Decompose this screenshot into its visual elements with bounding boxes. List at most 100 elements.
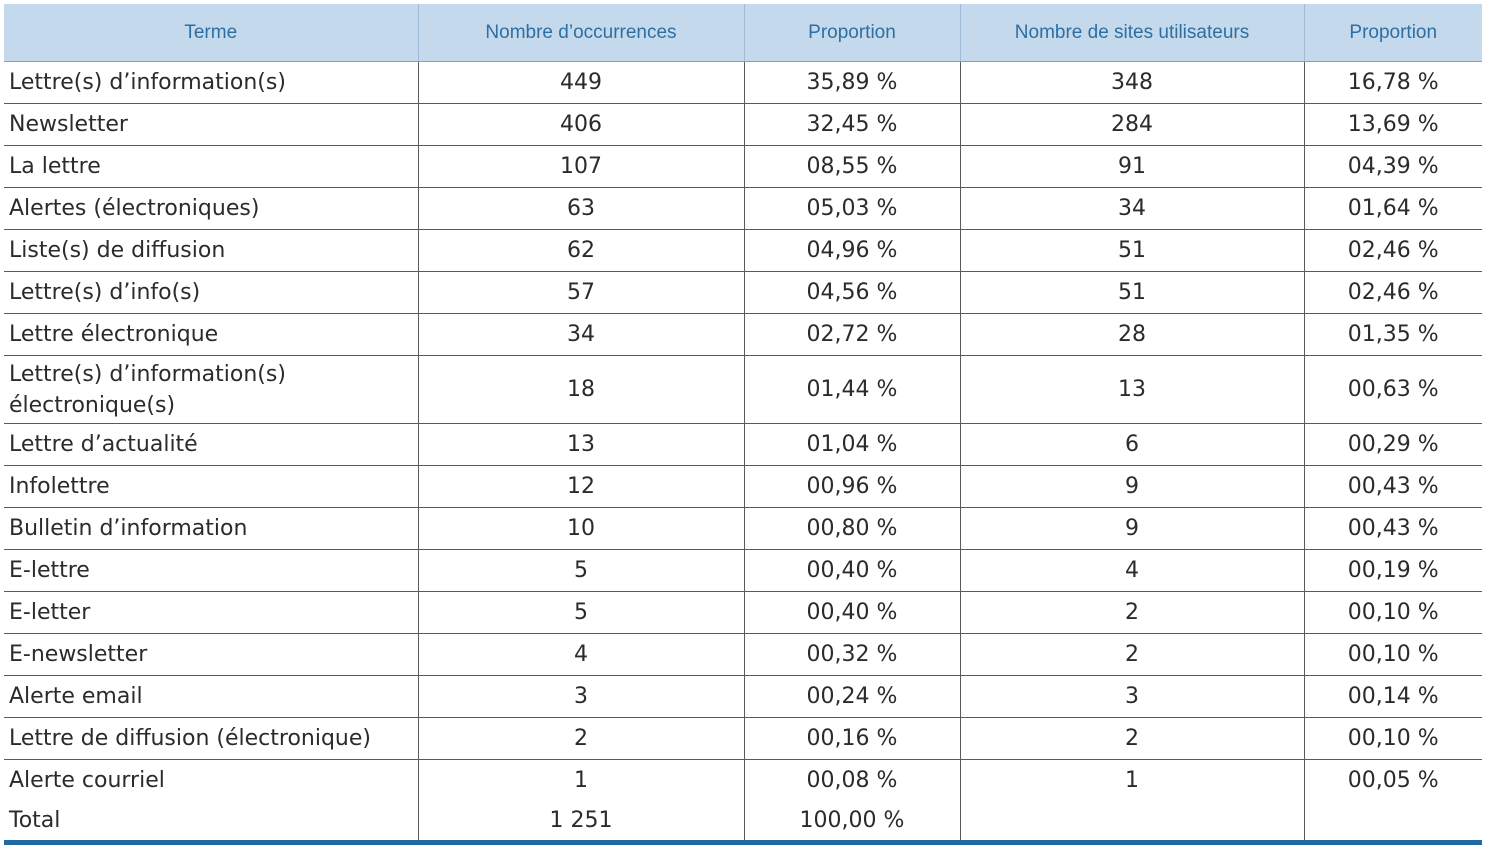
cell-sites: 51: [959, 229, 1304, 272]
table-row: Alertes (électroniques) 63 05,03 % 34 01,64 …: [4, 187, 1482, 230]
cell-occurrences: 1 251: [417, 801, 744, 845]
cell-proportion-occurrences: 00,16 %: [743, 717, 960, 760]
cell-proportion-occurrences: 00,96 %: [743, 465, 960, 508]
cell-sites: 348: [959, 61, 1304, 104]
cell-proportion-occurrences: 00,40 %: [743, 591, 960, 634]
cell-terme: Alerte courriel: [9, 768, 165, 793]
cell-proportion-sites: 00,14 %: [1303, 675, 1482, 718]
cell-proportion-occurrences: 01,44 %: [743, 355, 960, 424]
cell-proportion-sites: 13,69 %: [1303, 103, 1482, 146]
cell-proportion-occurrences: 00,32 %: [743, 633, 960, 676]
cell-occurrences: 57: [417, 271, 744, 314]
terms-table: Terme Nombre d’occurrences Proportion No…: [4, 4, 1482, 845]
cell-terme: Newsletter: [4, 103, 418, 146]
cell-occurrences: 62: [417, 229, 744, 272]
cell-occurrences: 34: [417, 313, 744, 356]
table-row: Alerte email 3 00,24 % 3 00,14 %: [4, 675, 1482, 718]
cell-proportion-sites: [1303, 801, 1482, 845]
table-row: Lettre électronique 34 02,72 % 28 01,35 %: [4, 313, 1482, 356]
cell-terme: Lettre(s) d’info(s): [4, 271, 418, 314]
header-proportion-occurrences: Proportion: [743, 4, 960, 62]
cell-proportion-occurrences: 00,40 %: [743, 549, 960, 592]
cell-proportion-occurrences: 04,96 %: [743, 229, 960, 272]
cell-proportion-occurrences: 32,45 %: [743, 103, 960, 146]
total-row: Total 1 251 100,00 %: [4, 801, 1482, 845]
cell-proportion-sites: 00,63 %: [1303, 355, 1482, 424]
table-row: E-letter 5 00,40 % 2 00,10 %: [4, 591, 1482, 634]
cell-terme: Total: [4, 801, 418, 845]
header-proportion-sites: Proportion: [1303, 4, 1482, 62]
cell-occurrences: 10: [417, 507, 744, 550]
cell-proportion-sites: 00,19 %: [1303, 549, 1482, 592]
cell-sites: 28: [959, 313, 1304, 356]
cell-occurrences: 3: [417, 675, 744, 718]
table-row: Alerte courriel 1 00,08 % 1 00,05 %: [4, 759, 1482, 801]
cell-terme: Lettre de diffusion (électronique): [4, 717, 418, 760]
cell-sites: 2: [959, 591, 1304, 634]
cell-proportion-sites: 01,64 %: [1303, 187, 1482, 230]
cell-occurrences: 5: [417, 549, 744, 592]
cell-proportion-occurrences: 02,72 %: [743, 313, 960, 356]
table-row: Lettre(s) d’info(s) 57 04,56 % 51 02,46 %: [4, 271, 1482, 314]
cell-sites: 34: [959, 187, 1304, 230]
cell-proportion-occurrences: 100,00 %: [743, 801, 960, 845]
cell-proportion-occurrences: 08,55 %: [743, 145, 960, 188]
table-row: Lettre(s) d’information(s) 449 35,89 % 348 1…: [4, 61, 1482, 104]
table-row: E-newsletter 4 00,32 % 2 00,10 %: [4, 633, 1482, 676]
cell-occurrences: 449: [417, 61, 744, 104]
table-body: Lettre(s) d’information(s) 449 35,89 % 348 1…: [4, 61, 1482, 845]
cell-sites: 91: [959, 145, 1304, 188]
cell-proportion-sites: 02,46 %: [1303, 229, 1482, 272]
cell-terme: E-letter: [4, 591, 418, 634]
cell-proportion-sites: 16,78 %: [1303, 61, 1482, 104]
cell-proportion-occurrences: 05,03 %: [743, 187, 960, 230]
cell-occurrences: 406: [417, 103, 744, 146]
header-occurrences: Nombre d’occurrences: [417, 4, 744, 62]
cell-sites: [959, 801, 1304, 845]
table-row: Infolettre 12 00,96 % 9 00,43 %: [4, 465, 1482, 508]
cell-sites: 1: [959, 759, 1304, 801]
cell-proportion-occurrences: 01,04 %: [743, 423, 960, 466]
cell-terme: La lettre: [4, 145, 418, 188]
cell-proportion-sites: 00,10 %: [1303, 591, 1482, 634]
cell-occurrences: 5: [417, 591, 744, 634]
cell-proportion-sites: 00,29 %: [1303, 423, 1482, 466]
table-row: Liste(s) de diffusion 62 04,96 % 51 02,46 %: [4, 229, 1482, 272]
cell-proportion-occurrences: 35,89 %: [743, 61, 960, 104]
cell-occurrences: 13: [417, 423, 744, 466]
cell-occurrences: 63: [417, 187, 744, 230]
table-row: Newsletter 406 32,45 % 284 13,69 %: [4, 103, 1482, 146]
cell-proportion-occurrences: 00,24 %: [743, 675, 960, 718]
cell-occurrences: 4: [417, 633, 744, 676]
table-row: Bulletin d’information 10 00,80 % 9 00,43 %: [4, 507, 1482, 550]
cell-proportion-occurrences: 00,80 %: [743, 507, 960, 550]
cell-proportion-sites: 00,10 %: [1303, 633, 1482, 676]
cell-terme: Infolettre: [4, 465, 418, 508]
cell-occurrences: 107: [417, 145, 744, 188]
cell-terme: Alertes (électroniques): [4, 187, 418, 230]
cell-terme: Liste(s) de diffusion: [4, 229, 418, 272]
cell-proportion-sites: 02,46 %: [1303, 271, 1482, 314]
cell-proportion-sites: 00,10 %: [1303, 717, 1482, 760]
cell-terme: Alerte email: [4, 675, 418, 718]
cell-sites: 284: [959, 103, 1304, 146]
cell-sites: 2: [959, 717, 1304, 760]
cell-terme: E-newsletter: [4, 633, 418, 676]
cell-terme: Lettre(s) d’information(s) électronique(…: [4, 355, 418, 424]
cell-proportion-sites: 00,05 %: [1303, 759, 1482, 801]
table-row: E-lettre 5 00,40 % 4 00,19 %: [4, 549, 1482, 592]
cell-proportion-sites: 04,39 %: [1303, 145, 1482, 188]
cell-sites: 6: [959, 423, 1304, 466]
table-row: Lettre(s) d’information(s) électronique(…: [4, 355, 1482, 424]
cell-terme: Lettre(s) d’information(s): [4, 61, 418, 104]
cell-sites: 51: [959, 271, 1304, 314]
cell-proportion-sites: 00,43 %: [1303, 507, 1482, 550]
cell-terme: Lettre électronique: [4, 313, 418, 356]
table-row: La lettre 107 08,55 % 91 04,39 %: [4, 145, 1482, 188]
table-header: Terme Nombre d’occurrences Proportion No…: [4, 4, 1482, 62]
cell-proportion-occurrences: 00,08 %: [743, 759, 960, 801]
cell-proportion-occurrences: 04,56 %: [743, 271, 960, 314]
table-row: Lettre de diffusion (électronique) 2 00,16…: [4, 717, 1482, 760]
cell-proportion-sites: 01,35 %: [1303, 313, 1482, 356]
cell-sites: 2: [959, 633, 1304, 676]
